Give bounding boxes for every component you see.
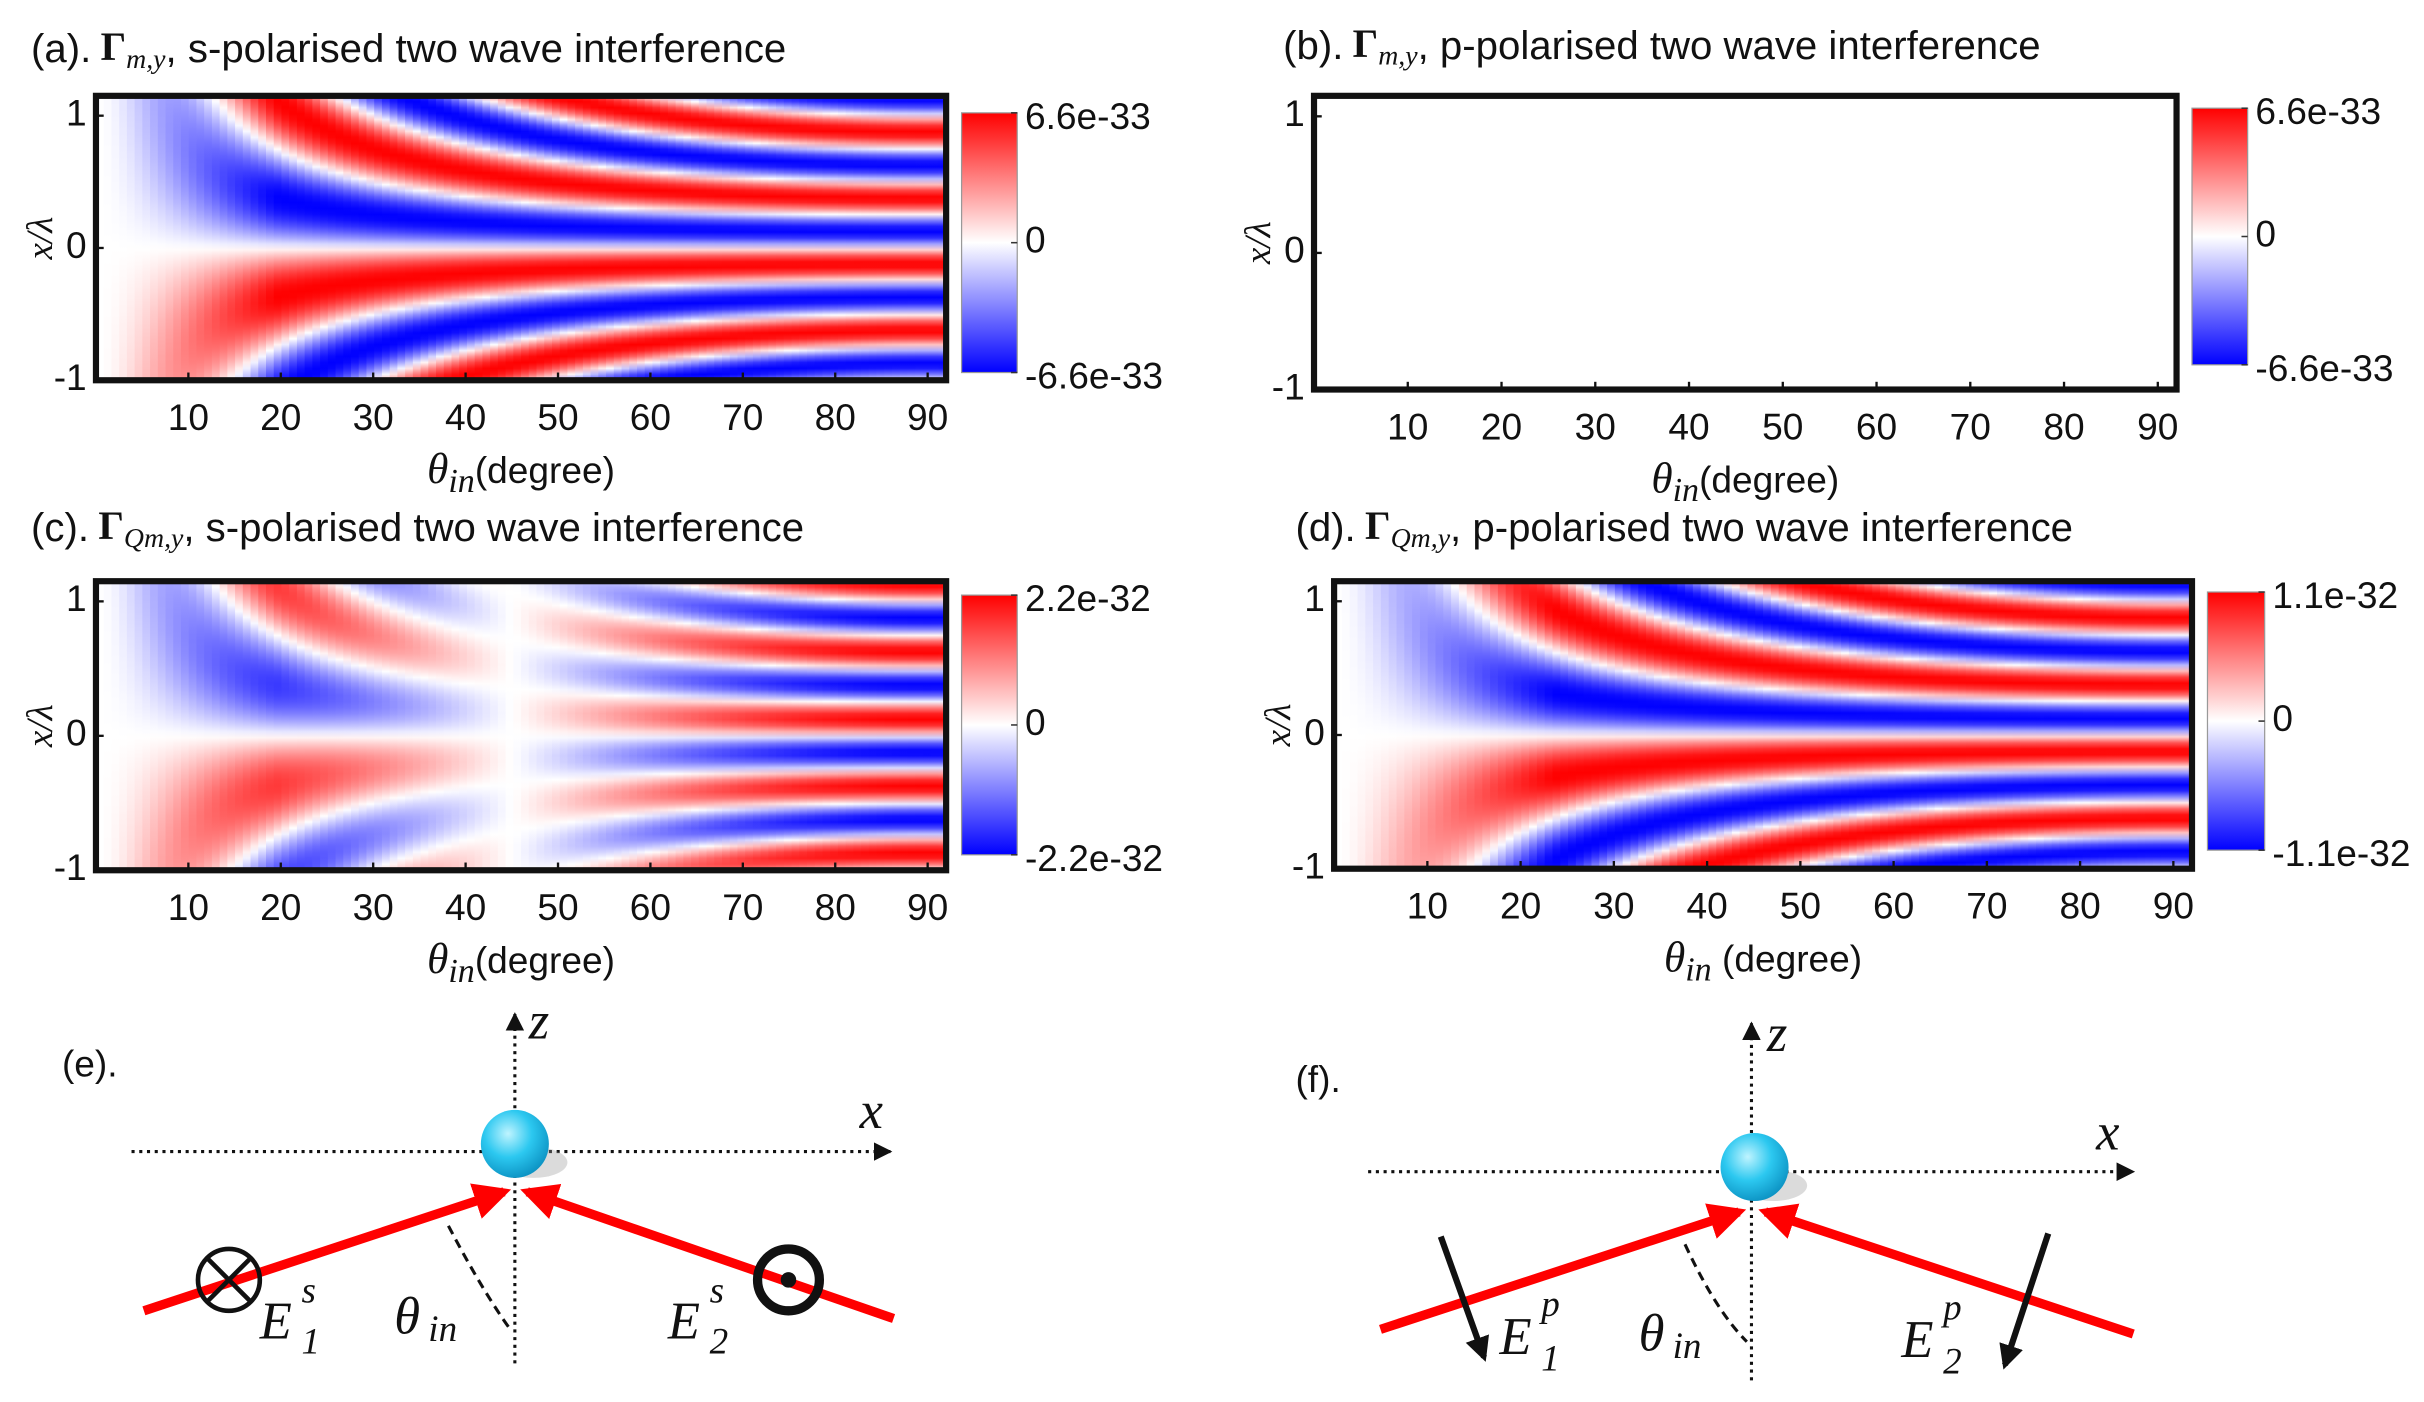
page: (e). z x E s 1 θ in E s 2 (f). z x xyxy=(19,21,2411,1383)
figure: (e). z x E s 1 θ in E s 2 (f). z x xyxy=(20,21,2411,1382)
